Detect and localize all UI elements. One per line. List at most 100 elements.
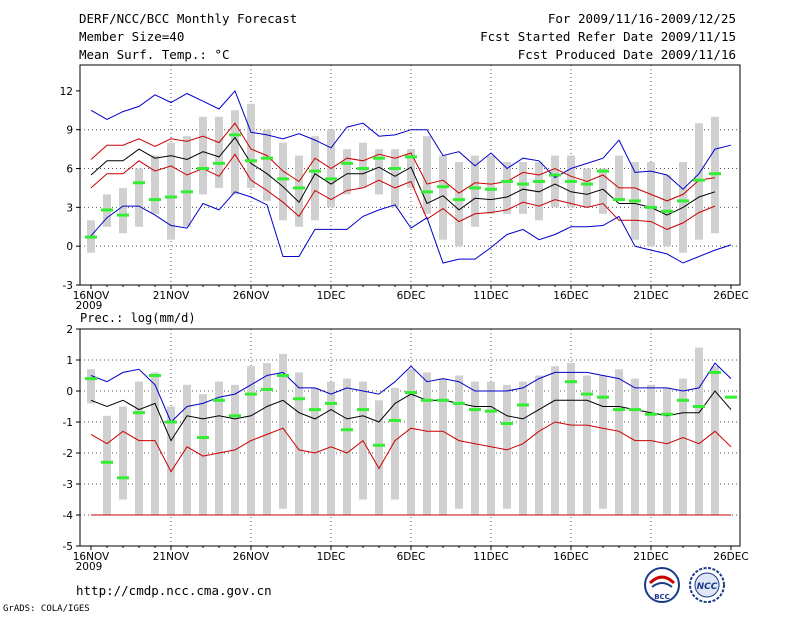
ensemble-box	[695, 347, 703, 515]
ensemble-box	[583, 375, 591, 515]
bcc-logo: BCC	[644, 567, 680, 603]
logos: BCC NCC	[644, 567, 725, 603]
series-lower-line	[90, 191, 732, 264]
ensemble-box	[455, 162, 463, 247]
ensemble-box	[87, 369, 95, 404]
ensemble-box	[647, 162, 655, 247]
median-mark	[373, 443, 385, 447]
start-date: Fcst Started Refer Date 2009/11/15	[480, 29, 736, 44]
median-mark	[277, 374, 289, 377]
median-mark	[565, 380, 577, 384]
median-mark	[581, 182, 593, 186]
ensemble-box	[151, 155, 159, 214]
median-mark	[149, 374, 161, 377]
median-mark	[325, 401, 337, 405]
ensemble-box	[183, 384, 191, 515]
median-mark	[373, 156, 385, 160]
median-mark	[229, 414, 241, 418]
median-mark	[229, 133, 241, 137]
median-mark	[405, 391, 417, 395]
chart-title: DERF/NCC/BCC Monthly Forecast	[79, 11, 298, 26]
y-tick-label: 12	[60, 86, 73, 98]
ensemble-box	[231, 110, 239, 195]
x-tick-label: 21NOV	[153, 551, 190, 563]
median-mark	[85, 235, 97, 239]
median-mark	[597, 169, 609, 173]
y-tick-label: 3	[66, 202, 73, 214]
median-mark	[309, 408, 321, 412]
ensemble-box	[439, 378, 447, 515]
precip-title: Prec.: log(mm/d)	[80, 311, 196, 325]
ensemble-box	[199, 116, 207, 195]
x-tick-label: 16NOV	[73, 551, 110, 563]
y-tick-label: -2	[63, 448, 73, 460]
median-mark	[629, 199, 641, 203]
median-mark	[677, 398, 689, 402]
ensemble-box	[631, 378, 639, 515]
series-upper-line	[90, 89, 732, 190]
ensemble-box	[263, 129, 271, 201]
median-mark	[501, 422, 513, 426]
median-mark	[213, 161, 225, 165]
ensemble-box	[343, 149, 351, 195]
series-mean_plus-line	[90, 122, 716, 202]
ensemble-box	[583, 168, 591, 208]
plot-frame	[79, 64, 741, 286]
ensemble-box	[599, 168, 607, 214]
median-mark	[549, 173, 561, 177]
median-mark	[325, 177, 337, 181]
x-tick-label: 26NOV	[233, 551, 270, 563]
ensemble-box	[423, 136, 431, 214]
footer-url[interactable]: http://cmdp.ncc.cma.gov.cn	[76, 583, 272, 598]
median-mark	[117, 213, 129, 217]
median-mark	[357, 408, 369, 412]
median-mark	[565, 179, 577, 183]
y-tick-label: -3	[63, 479, 73, 491]
ensemble-box	[311, 387, 319, 515]
ensemble-box	[119, 187, 127, 234]
y-tick-label: 6	[66, 164, 73, 176]
median-mark	[453, 401, 465, 405]
median-mark	[165, 195, 177, 199]
median-mark	[517, 403, 529, 407]
x-tick-label: 16DEC	[553, 551, 588, 563]
ensemble-box	[455, 375, 463, 509]
ensemble-box	[711, 366, 719, 515]
x-tick-label: 21NOV	[153, 290, 190, 302]
median-mark	[341, 428, 353, 432]
y-tick-label: -4	[63, 510, 74, 522]
x-tick-label: 21DEC	[633, 551, 668, 563]
ensemble-box	[135, 168, 143, 227]
y-tick-label: 0	[66, 241, 73, 253]
ensemble-box	[375, 149, 383, 195]
median-mark	[197, 436, 209, 439]
median-mark	[117, 476, 129, 480]
median-mark	[645, 412, 657, 416]
median-mark	[661, 209, 673, 213]
median-mark	[357, 167, 369, 171]
median-mark	[293, 186, 305, 190]
ensemble-box	[551, 155, 559, 208]
y-tick-label: 2	[66, 324, 73, 336]
series-mean-line	[90, 136, 716, 216]
ensemble-box	[183, 136, 191, 227]
ensemble-box	[391, 387, 399, 500]
ensemble-box	[375, 400, 383, 515]
median-mark	[453, 198, 465, 202]
median-mark	[485, 187, 497, 191]
temperature-panel: -3 0 3 6 9 12 16NOV 21NOV 26NOV 1DEC 6DEC 11DEC 16DE…	[60, 64, 749, 312]
median-mark	[501, 179, 513, 183]
median-mark	[709, 172, 721, 176]
ensemble-box	[471, 381, 479, 515]
median-mark	[469, 186, 481, 190]
median-mark	[197, 167, 209, 171]
median-mark	[437, 398, 449, 402]
ensemble-box	[359, 142, 367, 188]
median-mark	[421, 398, 433, 402]
median-mark	[85, 377, 97, 381]
ncc-logo-text: NCC	[697, 582, 718, 592]
median-mark	[149, 198, 161, 202]
median-mark	[677, 199, 689, 203]
ensemble-box	[263, 363, 271, 515]
series-upper-line	[90, 362, 732, 423]
